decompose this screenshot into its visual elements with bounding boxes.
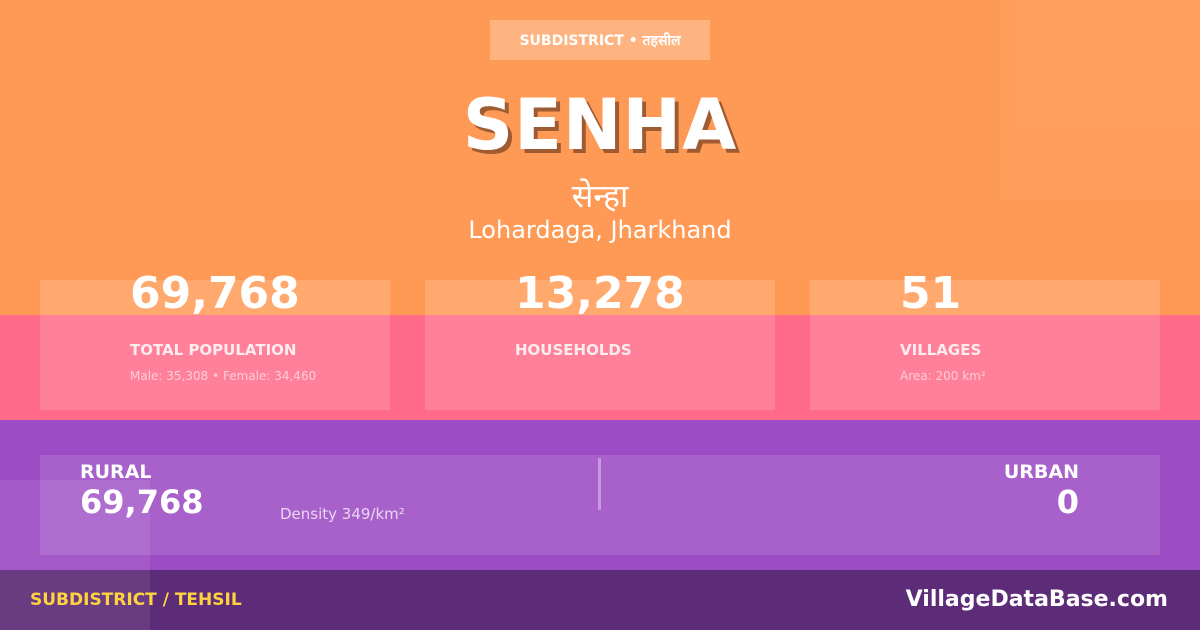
- decor-square: [1000, 0, 1200, 200]
- page-title: SENHA: [462, 84, 738, 166]
- stat-label: HOUSEHOLDS: [515, 341, 632, 359]
- stat-card-population: 69,768 TOTAL POPULATION Male: 35,308 • F…: [40, 268, 390, 410]
- decor-square: [0, 480, 150, 630]
- rural-urban-panel: [40, 455, 1160, 555]
- urban-value: 0: [1056, 483, 1079, 521]
- divider: [598, 458, 601, 510]
- rural-value: 69,768: [80, 483, 204, 521]
- stat-value: 13,278: [515, 268, 685, 319]
- stat-sub: Area: 200 km²: [900, 369, 986, 383]
- title-hindi: सेन्हा: [571, 177, 629, 215]
- stat-label: TOTAL POPULATION: [130, 341, 297, 359]
- stats-band: [0, 315, 1200, 420]
- header-band: [0, 0, 1200, 315]
- density: Density 349/km²: [280, 505, 405, 523]
- stat-label: VILLAGES: [900, 341, 982, 359]
- footer-band: [0, 570, 1200, 630]
- stat-sub: Male: 35,308 • Female: 34,460: [130, 369, 317, 383]
- stat-card-households: 13,278 HOUSEHOLDS: [425, 268, 775, 410]
- rural-urban-band: [0, 420, 1200, 570]
- stat-value: 51: [900, 268, 962, 319]
- footer-type: SUBDISTRICT / TEHSIL: [30, 590, 242, 610]
- location: Lohardaga, Jharkhand: [468, 216, 732, 244]
- urban-label: URBAN: [1003, 461, 1079, 483]
- rural-label: RURAL: [80, 461, 152, 483]
- stat-value: 69,768: [130, 268, 300, 319]
- stat-card-villages: 51 VILLAGES Area: 200 km²: [810, 268, 1160, 410]
- site-name: VillageDataBase.com: [905, 587, 1168, 612]
- type-badge: SUBDISTRICT • तहसील: [490, 20, 710, 60]
